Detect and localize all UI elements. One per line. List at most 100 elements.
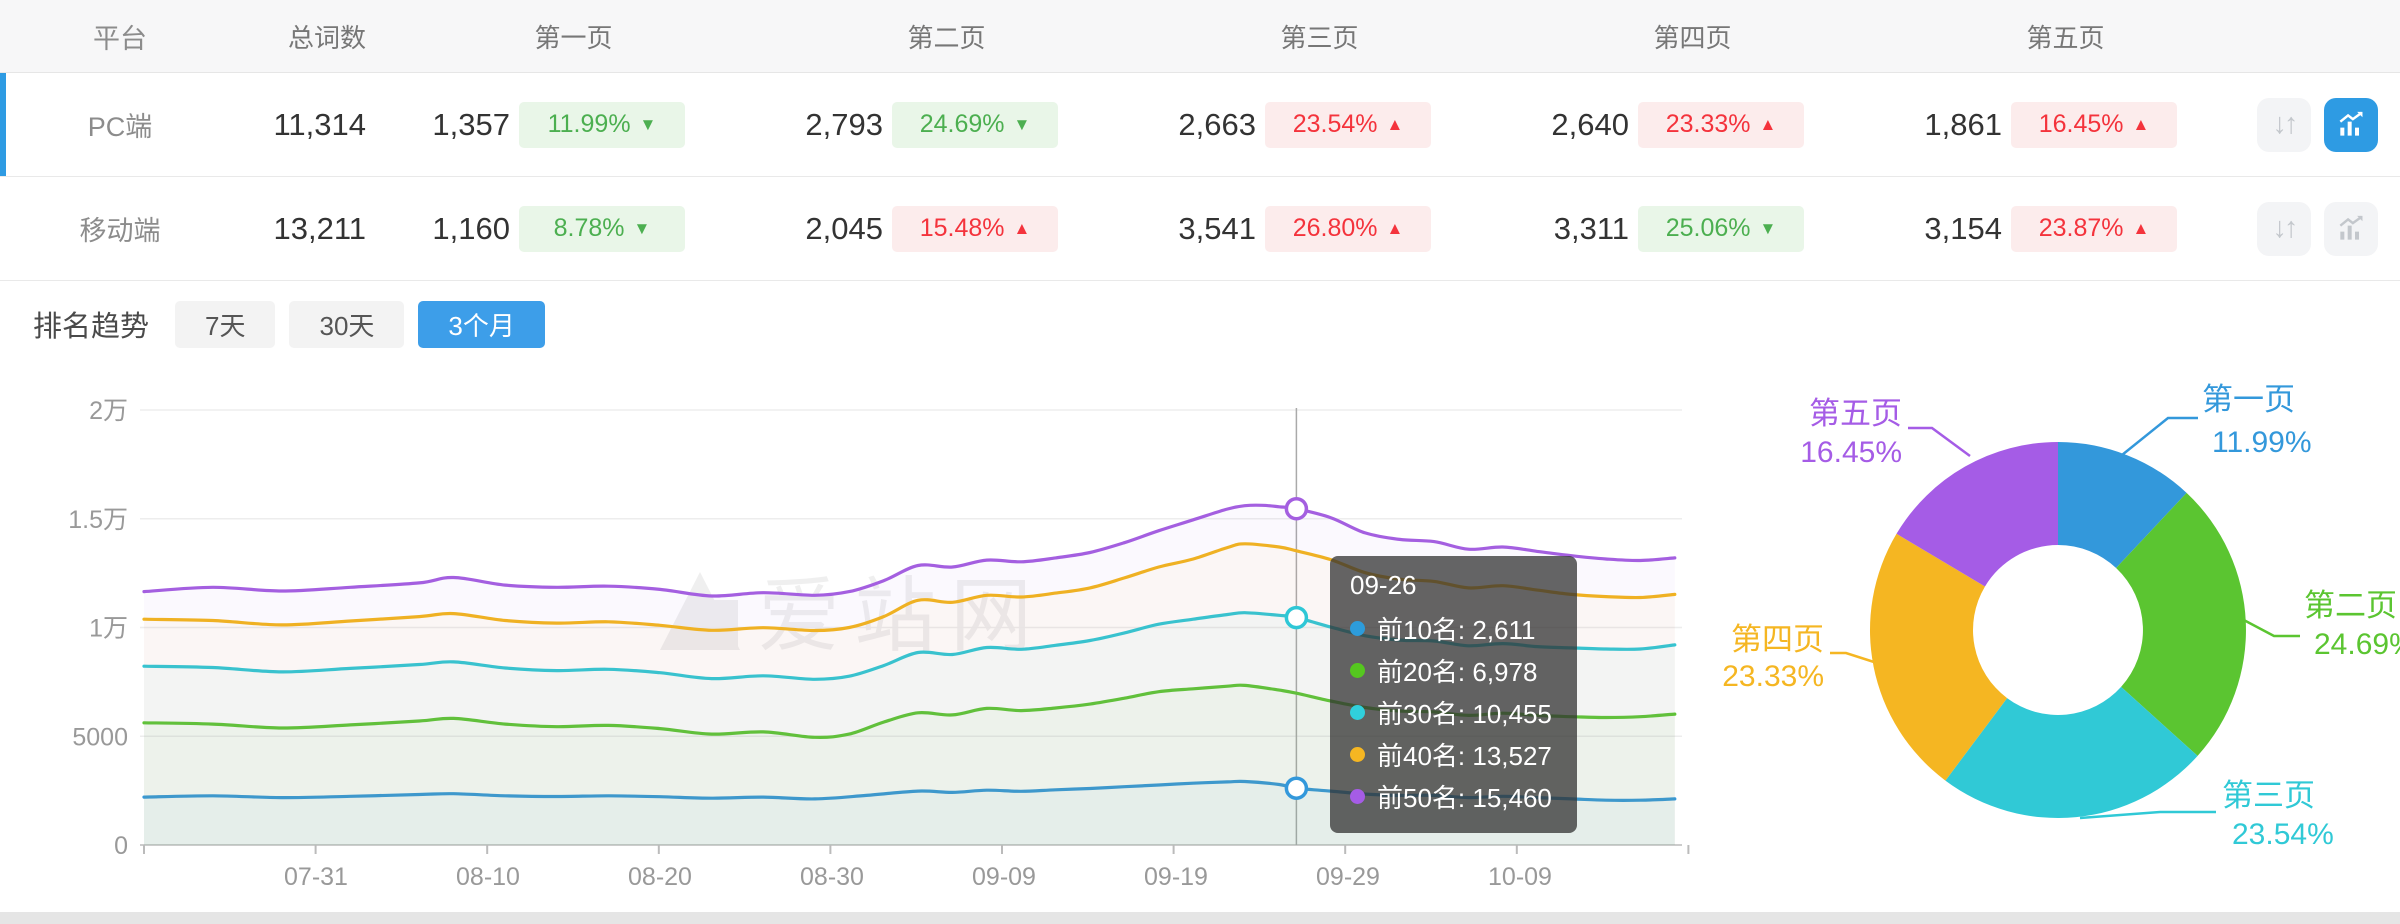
header-page2: 第二页	[907, 22, 986, 53]
trend-arrow-icon: ▲	[1759, 114, 1777, 134]
donut-label-leader	[2079, 810, 2216, 820]
total-words-value: 13,211	[273, 210, 366, 246]
donut-label-name: 第二页	[2304, 588, 2397, 623]
x-axis-tick-label: 08-20	[628, 863, 692, 891]
y-axis-tick-label: 1.5万	[68, 506, 128, 534]
donut-label-pct: 16.45%	[1800, 436, 1902, 469]
header-page4: 第四页	[1653, 22, 1732, 53]
sort-arrows-button[interactable]: ↓↑	[2257, 201, 2311, 256]
trend-arrow-icon: ▼	[1013, 114, 1031, 134]
page2-change-badge: 15.48% ▲	[892, 205, 1058, 252]
page5-count: 1,861	[1924, 106, 2002, 142]
series-dot-icon	[1350, 662, 1365, 678]
donut-label-leader	[1830, 651, 1875, 664]
area-前20名	[144, 685, 1675, 845]
trend-arrow-icon: ▲	[1386, 218, 1404, 238]
donut-label-pct: 23.33%	[1722, 660, 1824, 693]
y-axis-tick-label: 1万	[89, 615, 128, 643]
line-前50名	[142, 503, 1677, 598]
page4-change-badge: 25.06% ▼	[1638, 205, 1804, 252]
x-axis-tick-label: 09-29	[1316, 863, 1380, 891]
tooltip-series-row: 前30名: 10,455	[1350, 691, 1555, 733]
tab-7-days[interactable]: 7天	[175, 300, 276, 348]
tooltip-series-row: 前40名: 13,527	[1350, 733, 1555, 775]
page4-change-badge: 23.33% ▲	[1638, 101, 1804, 148]
page3-count: 3,541	[1178, 210, 1256, 246]
trend-chart-icon	[2339, 215, 2363, 240]
trend-arrow-icon: ▼	[639, 114, 657, 134]
donut-label-name: 第四页	[1731, 622, 1824, 657]
sort-arrows-icon: ↓↑	[2272, 108, 2299, 140]
total-words-value: 11,314	[273, 106, 366, 142]
page2-count: 2,045	[805, 210, 883, 246]
page5-change-badge: 23.87% ▲	[2011, 205, 2177, 252]
page3-count: 2,663	[1178, 106, 1256, 142]
tooltip-date: 09-26	[1350, 570, 1417, 600]
tab-30-days[interactable]: 30天	[289, 300, 405, 348]
donut-slice-第三页[interactable]	[1945, 686, 2198, 819]
tab-3-months[interactable]: 3个月	[418, 300, 545, 348]
donut-slice-第五页[interactable]	[1896, 442, 2059, 587]
page1-count: 1,357	[432, 106, 510, 142]
header-platform: 平台	[93, 23, 147, 54]
trend-arrow-icon: ▲	[1013, 218, 1031, 238]
y-axis-tick-label: 5000	[72, 723, 128, 751]
series-dot-icon	[1350, 746, 1365, 762]
hover-marker-前30名	[1284, 605, 1309, 630]
header-total-words: 总词数	[287, 22, 366, 53]
platform-label: PC端	[87, 112, 153, 142]
donut-slice-第二页[interactable]	[2116, 492, 2246, 756]
area-前50名	[144, 505, 1675, 845]
donut-slice-第四页[interactable]	[1869, 533, 2008, 781]
table-row-pc[interactable]: PC端 11,314 1,357 11.99% ▼ 2,793 24.69% ▼ 2…	[0, 73, 2400, 177]
x-axis-tick-label: 08-10	[456, 863, 520, 891]
donut-label-name: 第三页	[2222, 778, 2315, 813]
donut-label-leader	[1908, 426, 1971, 458]
table-header: 平台 总词数 第一页 第二页 第三页 第四页 第五页	[0, 0, 2400, 73]
x-axis-tick-label: 08-30	[800, 863, 864, 891]
trend-arrow-icon: ▼	[633, 218, 651, 238]
chart-tooltip: 09-26 前10名: 2,611 前20名: 6,978 前30名: 10,4…	[1330, 556, 1577, 833]
tooltip-series-row: 前20名: 6,978	[1350, 649, 1555, 691]
table-row-mobile[interactable]: 移动端 13,211 1,160 8.78% ▼ 2,045 15.48% ▲ 3,…	[0, 177, 2400, 281]
page2-count: 2,793	[805, 106, 883, 142]
rank-table: 平台 总词数 第一页 第二页 第三页 第四页 第五页 PC端 11,314 1,…	[0, 0, 2400, 281]
trend-chart-icon	[2339, 111, 2363, 136]
header-page3: 第三页	[1280, 22, 1359, 53]
trend-section-title: 排名趋势	[33, 311, 150, 343]
x-axis-tick-label: 09-19	[1144, 863, 1208, 891]
page-bottom-strip	[0, 912, 2400, 924]
header-page5: 第五页	[2026, 22, 2105, 53]
tooltip-series-row: 前10名: 2,611	[1350, 607, 1555, 649]
tooltip-series-row: 前50名: 15,460	[1350, 775, 1555, 817]
donut-label-pct: 24.69%	[2314, 628, 2400, 661]
donut-label-leader	[2239, 616, 2300, 638]
y-axis-tick-label: 0	[114, 832, 128, 860]
page5-change-badge: 16.45% ▲	[2011, 101, 2177, 148]
trend-arrow-icon: ▲	[2132, 114, 2150, 134]
page5-count: 3,154	[1924, 210, 2002, 246]
page4-count: 3,311	[1553, 210, 1629, 246]
donut-label-name: 第五页	[1809, 396, 1902, 431]
trend-chart-button[interactable]	[2324, 201, 2378, 256]
donut-label-leader	[2121, 416, 2198, 456]
donut-slice-第一页[interactable]	[2058, 442, 2187, 568]
page4-count: 2,640	[1551, 106, 1629, 142]
x-axis-tick-label: 10-09	[1488, 863, 1552, 891]
trend-chart-button[interactable]	[2324, 97, 2378, 152]
page1-count: 1,160	[432, 210, 510, 246]
trend-arrow-icon: ▲	[2132, 218, 2150, 238]
hover-marker-前10名	[1284, 776, 1309, 800]
hover-marker-前50名	[1284, 496, 1309, 521]
page2-change-badge: 24.69% ▼	[892, 101, 1058, 148]
x-axis-tick-label: 09-09	[972, 863, 1036, 891]
page3-change-badge: 26.80% ▲	[1265, 205, 1431, 252]
series-dot-icon	[1350, 704, 1365, 720]
platform-label: 移动端	[79, 216, 161, 246]
x-axis-tick-label: 07-31	[284, 863, 348, 891]
sort-arrows-button[interactable]: ↓↑	[2257, 97, 2311, 152]
page1-change-badge: 8.78% ▼	[519, 205, 685, 252]
y-axis-tick-label: 2万	[89, 397, 128, 425]
page3-change-badge: 23.54% ▲	[1265, 101, 1431, 148]
